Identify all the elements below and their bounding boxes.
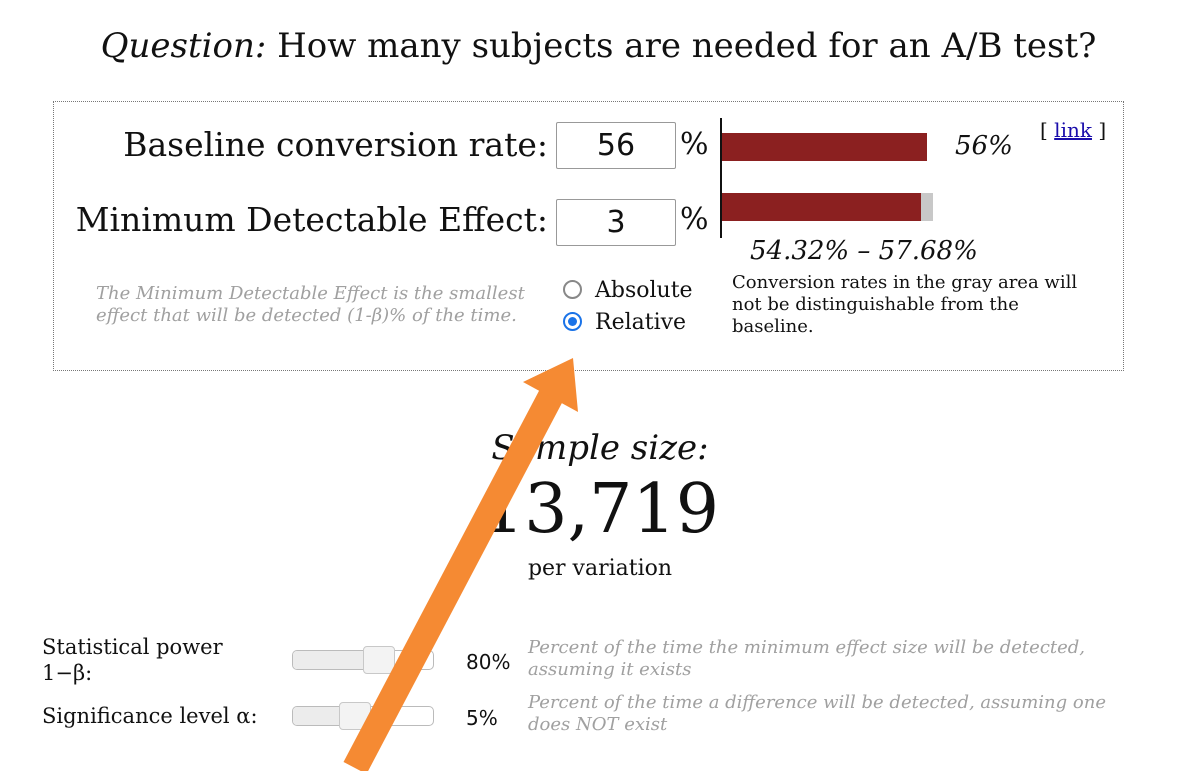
power-label-line1: Statistical power bbox=[42, 635, 223, 659]
power-label: Statistical power 1−β: bbox=[42, 634, 223, 686]
range-gray-area bbox=[920, 193, 934, 221]
absolute-radio[interactable] bbox=[563, 280, 582, 299]
range-label: 54.32% – 57.68% bbox=[750, 236, 978, 266]
baseline-label: Baseline conversion rate: bbox=[123, 125, 548, 164]
power-description: Percent of the time the minimum effect s… bbox=[528, 637, 1086, 680]
question-text: How many subjects are needed for an A/B … bbox=[266, 26, 1097, 66]
link-bracket-close: ] bbox=[1091, 118, 1107, 142]
power-value: 80% bbox=[466, 650, 511, 674]
power-label-line2: 1−β: bbox=[42, 661, 93, 685]
mde-input[interactable] bbox=[556, 199, 676, 246]
question-heading: Question: How many subjects are needed f… bbox=[0, 26, 1197, 66]
baseline-input[interactable] bbox=[556, 122, 676, 169]
significance-slider-handle[interactable] bbox=[339, 702, 372, 730]
bar-axis bbox=[720, 118, 722, 238]
absolute-label[interactable]: Absolute bbox=[595, 278, 693, 303]
relative-radio[interactable] bbox=[563, 312, 582, 331]
significance-label: Significance level α: bbox=[42, 704, 258, 728]
baseline-bar bbox=[722, 133, 927, 161]
baseline-unit: % bbox=[680, 127, 709, 162]
gray-area-note: Conversion rates in the gray area will n… bbox=[732, 272, 1078, 337]
question-label: Question: bbox=[100, 26, 267, 66]
sample-size-unit: per variation bbox=[527, 556, 673, 581]
mde-bar bbox=[722, 193, 921, 221]
mde-label: Minimum Detectable Effect: bbox=[75, 200, 548, 239]
mde-unit: % bbox=[680, 202, 709, 237]
relative-label[interactable]: Relative bbox=[595, 310, 687, 335]
calculator-panel bbox=[53, 101, 1124, 371]
link[interactable]: link bbox=[1054, 118, 1092, 142]
baseline-bar-label: 56% bbox=[955, 131, 1013, 161]
significance-description: Percent of the time a difference will be… bbox=[528, 692, 1106, 735]
power-slider-handle[interactable] bbox=[362, 646, 395, 674]
link-wrapper: [ link ] bbox=[1040, 118, 1106, 142]
significance-value: 5% bbox=[466, 706, 498, 730]
link-bracket-open: [ bbox=[1040, 118, 1055, 142]
sample-size-title: Sample size: bbox=[491, 428, 709, 468]
mde-note: The Minimum Detectable Effect is the sma… bbox=[96, 283, 525, 326]
sample-size-value: 13,719 bbox=[481, 470, 719, 549]
relative-option[interactable]: Relative bbox=[563, 310, 703, 336]
absolute-option[interactable]: Absolute bbox=[563, 278, 703, 304]
